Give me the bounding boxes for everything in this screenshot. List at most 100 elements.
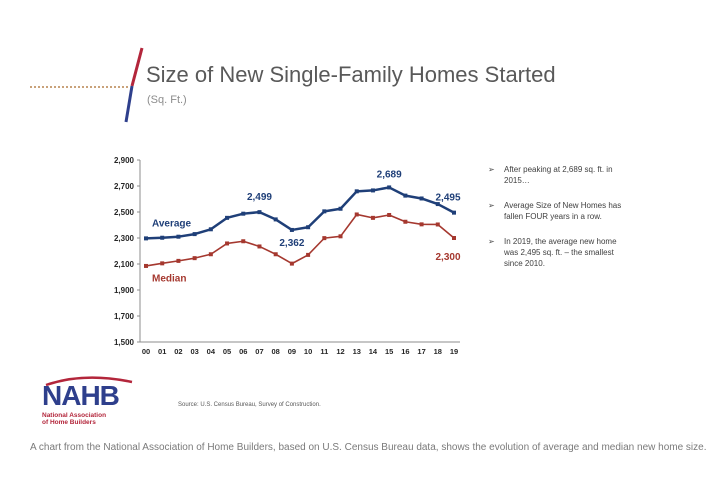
data-point — [306, 225, 311, 230]
data-point — [257, 244, 262, 249]
data-point — [338, 234, 343, 239]
line-chart: 2,900 2,700 2,500 2,300 2,100 1,900 1,700 1,500… — [114, 156, 461, 356]
data-point — [452, 236, 456, 240]
data-point — [289, 227, 294, 232]
data-label: 2,499 — [247, 192, 272, 203]
data-point — [144, 236, 148, 241]
data-label: 2,300 — [435, 252, 460, 263]
bullet-item: ➢ In 2019, the average new home was 2,49… — [488, 236, 648, 269]
series-line-average — [145, 186, 455, 240]
data-point — [225, 215, 230, 220]
data-label: 2,495 — [435, 193, 460, 204]
data-point — [144, 263, 148, 268]
data-point — [257, 210, 262, 215]
series-label-median: Median — [152, 274, 186, 285]
data-point — [370, 215, 375, 220]
data-point — [370, 188, 375, 193]
data-point — [192, 256, 197, 261]
y-tick-label: 1,700 — [114, 312, 135, 321]
bullet-item: ➢ After peaking at 2,689 sq. ft. in 2015… — [488, 164, 648, 186]
y-tick-label: 2,900 — [114, 156, 135, 165]
x-tick-label: 08 — [272, 347, 280, 356]
data-point — [225, 241, 230, 246]
x-tick-label: 02 — [174, 347, 182, 356]
arrow-bullet-icon: ➢ — [488, 165, 495, 174]
arrow-bullet-icon: ➢ — [488, 201, 495, 210]
data-point — [322, 236, 327, 241]
dotted-rule — [30, 86, 128, 88]
data-point — [354, 189, 359, 194]
x-tick-label: 03 — [190, 347, 198, 356]
bullet-text: In 2019, the average new home was 2,495 … — [504, 237, 617, 268]
x-tick-label: 10 — [304, 347, 312, 356]
page-subtitle: (Sq. Ft.) — [147, 94, 187, 106]
x-tick-label: 09 — [288, 347, 296, 356]
data-point — [192, 232, 197, 237]
data-point — [241, 211, 246, 216]
x-tick-label: 18 — [434, 347, 442, 356]
arrow-bullet-icon: ➢ — [488, 237, 495, 246]
data-point — [241, 239, 246, 244]
data-point — [435, 222, 440, 227]
y-tick-label: 2,300 — [114, 234, 135, 243]
data-point — [160, 235, 165, 240]
source-note: Source: U.S. Census Bureau, Survey of Co… — [178, 402, 321, 408]
bullet-text: Average Size of New Homes has fallen FOU… — [504, 201, 622, 221]
data-point — [403, 193, 408, 198]
logo-subtitle-line1: National Association — [42, 412, 107, 419]
page-title: Size of New Single-Family Homes Started — [146, 62, 556, 87]
data-point — [306, 252, 311, 257]
data-point — [176, 258, 181, 263]
x-tick-label: 17 — [417, 347, 425, 356]
y-tick-label: 2,100 — [114, 260, 135, 269]
data-point — [208, 227, 213, 232]
x-tick-label: 01 — [158, 347, 166, 356]
logo-wordmark: NAHB — [42, 380, 120, 411]
bullet-list: ➢ After peaking at 2,689 sq. ft. in 2015… — [488, 164, 648, 283]
x-tick-label: 19 — [450, 347, 458, 356]
y-tick-label: 2,500 — [114, 208, 135, 217]
logo-roof-icon — [45, 376, 133, 386]
bullet-item: ➢ Average Size of New Homes has fallen F… — [488, 200, 648, 222]
title-slash-icon — [124, 47, 144, 123]
y-tick-label: 1,900 — [114, 286, 135, 295]
data-point — [419, 196, 424, 201]
image-caption: A chart from the National Association of… — [30, 442, 707, 453]
data-point — [338, 206, 343, 211]
data-point — [289, 261, 294, 266]
x-tick-label: 14 — [369, 347, 378, 356]
data-point — [419, 222, 424, 227]
nahb-logo: NAHB National Association of Home Builde… — [42, 376, 152, 426]
data-point — [403, 219, 408, 224]
data-label: 2,689 — [377, 169, 402, 180]
data-point — [435, 202, 440, 207]
x-tick-label: 05 — [223, 347, 231, 356]
data-point — [387, 212, 392, 217]
series-line-median — [145, 213, 455, 267]
y-tick-label: 1,500 — [114, 338, 135, 347]
data-point — [273, 217, 278, 222]
data-point — [176, 234, 181, 239]
logo-subtitle-line2: of Home Builders — [42, 419, 96, 426]
data-point — [208, 252, 213, 257]
x-tick-label: 16 — [401, 347, 409, 356]
data-point — [452, 210, 456, 215]
data-point — [160, 261, 165, 266]
data-point — [322, 209, 327, 214]
series-label-average: Average — [152, 218, 192, 229]
x-tick-label: 13 — [353, 347, 361, 356]
slide: Size of New Single-Family Homes Started … — [30, 47, 648, 426]
bullet-text: After peaking at 2,689 sq. ft. in 2015… — [504, 165, 613, 185]
x-tick-label: 04 — [207, 347, 216, 356]
x-tick-label: 07 — [255, 347, 263, 356]
data-point — [354, 212, 359, 217]
data-label: 2,362 — [279, 238, 304, 249]
x-tick-label: 00 — [142, 347, 150, 356]
x-tick-label: 11 — [320, 347, 328, 356]
y-tick-label: 2,700 — [114, 182, 135, 191]
x-tick-label: 15 — [385, 347, 393, 356]
data-point — [387, 185, 392, 190]
data-point — [273, 252, 278, 257]
x-tick-label: 12 — [336, 347, 344, 356]
x-tick-label: 06 — [239, 347, 247, 356]
